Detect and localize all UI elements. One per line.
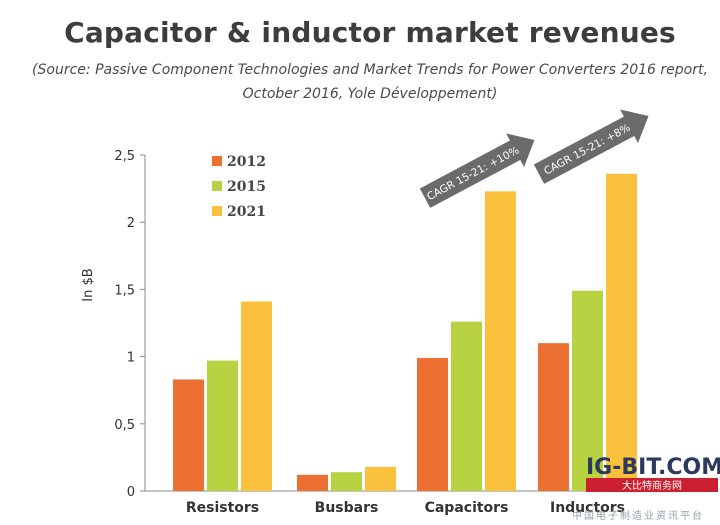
subtitle-line-1: (Source: Passive Component Technologies … <box>32 62 708 78</box>
bar-capacitors-2012 <box>417 357 448 491</box>
watermark-tagline: 中国电子制造业资讯平台 <box>572 509 704 522</box>
watermark-logo-text: IG-BIT.COM <box>586 455 720 480</box>
legend-swatch-2015 <box>212 181 222 191</box>
bar-resistors-2021 <box>241 301 272 491</box>
bar-capacitors-2021 <box>485 191 516 491</box>
x-tick-label-busbars: Busbars <box>315 500 379 516</box>
bar-resistors-2015 <box>207 360 238 491</box>
y-tick-label: 0,5 <box>114 418 135 433</box>
legend-label-2021: 2021 <box>227 204 266 220</box>
legend-label-2012: 2012 <box>227 154 266 170</box>
cagr-label: CAGR 15-21: +8% <box>542 122 632 178</box>
cagr-arrow-inductors: CAGR 15-21: +8% <box>533 109 649 184</box>
y-tick-label: 1 <box>127 351 135 366</box>
watermark-subtitle: 大比特商务网 <box>622 479 682 492</box>
cagr-arrow-shape <box>419 133 535 208</box>
bar-busbars-2015 <box>331 472 362 491</box>
bar-inductors-2012 <box>538 343 569 491</box>
watermark-band <box>586 478 718 492</box>
cagr-arrow-capacitors: CAGR 15-21: +10% <box>419 133 535 208</box>
bar-inductors-2021 <box>606 173 637 492</box>
chart-subtitle: (Source: Passive Component Technologies … <box>10 58 720 106</box>
y-tick-label: 1,5 <box>114 283 135 298</box>
subtitle-line-2: October 2016, Yole Développement) <box>242 86 498 102</box>
cagr-arrow-shape <box>533 109 649 184</box>
x-tick-label-capacitors: Capacitors <box>425 500 509 516</box>
y-tick-label: 2 <box>127 216 135 231</box>
x-tick-label-inductors: Inductors <box>550 500 625 516</box>
legend-swatch-2021 <box>212 206 222 216</box>
y-axis-label: In $B <box>81 268 96 301</box>
legend-label-2015: 2015 <box>227 179 266 195</box>
chart-title: Capacitor & inductor market revenues <box>64 16 676 49</box>
x-tick-label-resistors: Resistors <box>186 500 259 516</box>
bar-inductors-2015 <box>572 290 603 491</box>
bar-busbars-2012 <box>297 474 328 491</box>
legend-swatch-2012 <box>212 156 222 166</box>
y-tick-label: 0 <box>127 485 135 500</box>
bar-busbars-2021 <box>365 466 396 491</box>
bar-resistors-2012 <box>173 379 204 491</box>
y-tick-label: 2,5 <box>114 149 135 164</box>
bar-capacitors-2015 <box>451 321 482 491</box>
